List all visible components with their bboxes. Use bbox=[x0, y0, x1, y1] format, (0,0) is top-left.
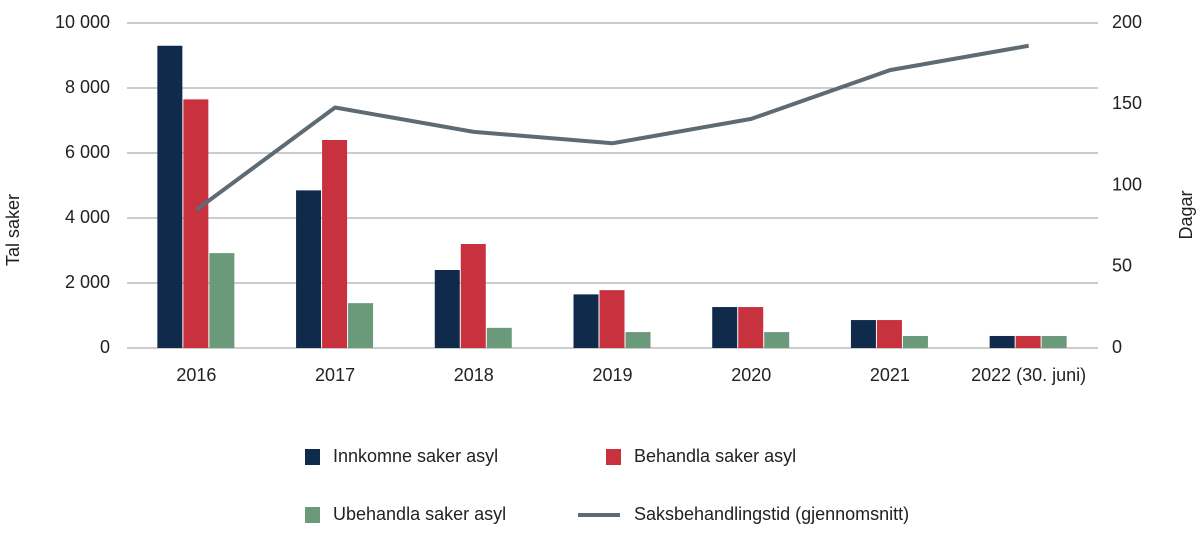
bar bbox=[348, 303, 374, 348]
y2-tick-label: 200 bbox=[1112, 12, 1142, 32]
legend-label: Innkomne saker asyl bbox=[333, 446, 498, 466]
bar bbox=[989, 335, 1015, 348]
y-tick-label: 10 000 bbox=[55, 12, 110, 32]
bar bbox=[1015, 335, 1041, 348]
x-tick-label: 2020 bbox=[731, 365, 771, 385]
y2-tick-label: 150 bbox=[1112, 93, 1142, 113]
x-tick-label: 2019 bbox=[592, 365, 632, 385]
bar bbox=[764, 332, 790, 348]
bar bbox=[322, 140, 348, 348]
y-tick-label: 2 000 bbox=[65, 272, 110, 292]
legend-swatch bbox=[305, 507, 320, 523]
legend-swatch bbox=[606, 449, 621, 465]
bar bbox=[738, 307, 764, 348]
bar bbox=[850, 320, 876, 348]
bar bbox=[1041, 335, 1067, 348]
y-tick-label: 6 000 bbox=[65, 142, 110, 162]
bar bbox=[573, 294, 599, 348]
y-tick-label: 0 bbox=[100, 337, 110, 357]
line-series bbox=[195, 43, 1029, 212]
x-tick-label: 2022 (30. juni) bbox=[971, 365, 1086, 385]
bar bbox=[183, 99, 209, 348]
bar bbox=[599, 290, 625, 348]
y2-tick-label: 0 bbox=[1112, 337, 1122, 357]
bar bbox=[209, 253, 235, 348]
x-tick-label: 2017 bbox=[315, 365, 355, 385]
y2-tick-label: 50 bbox=[1112, 256, 1132, 276]
legend-label: Behandla saker asyl bbox=[634, 446, 796, 466]
bar bbox=[157, 45, 183, 348]
y-tick-label: 4 000 bbox=[65, 207, 110, 227]
bar bbox=[902, 335, 928, 348]
bar bbox=[625, 332, 651, 348]
y-axis-label: Tal saker bbox=[3, 194, 23, 266]
bar bbox=[460, 244, 486, 348]
bar bbox=[876, 320, 902, 348]
bar bbox=[296, 190, 322, 348]
legend-label: Ubehandla saker asyl bbox=[333, 504, 506, 524]
legend-label: Saksbehandlingstid (gjennomsnitt) bbox=[634, 504, 909, 524]
x-tick-label: 2018 bbox=[454, 365, 494, 385]
bar bbox=[434, 270, 460, 348]
bar bbox=[486, 327, 512, 348]
y2-tick-label: 100 bbox=[1112, 174, 1142, 194]
bar bbox=[712, 307, 738, 348]
x-tick-label: 2021 bbox=[870, 365, 910, 385]
x-tick-label: 2016 bbox=[176, 365, 216, 385]
legend-swatch bbox=[305, 449, 320, 465]
y-tick-label: 8 000 bbox=[65, 77, 110, 97]
y2-axis-label: Dagar bbox=[1176, 190, 1196, 239]
